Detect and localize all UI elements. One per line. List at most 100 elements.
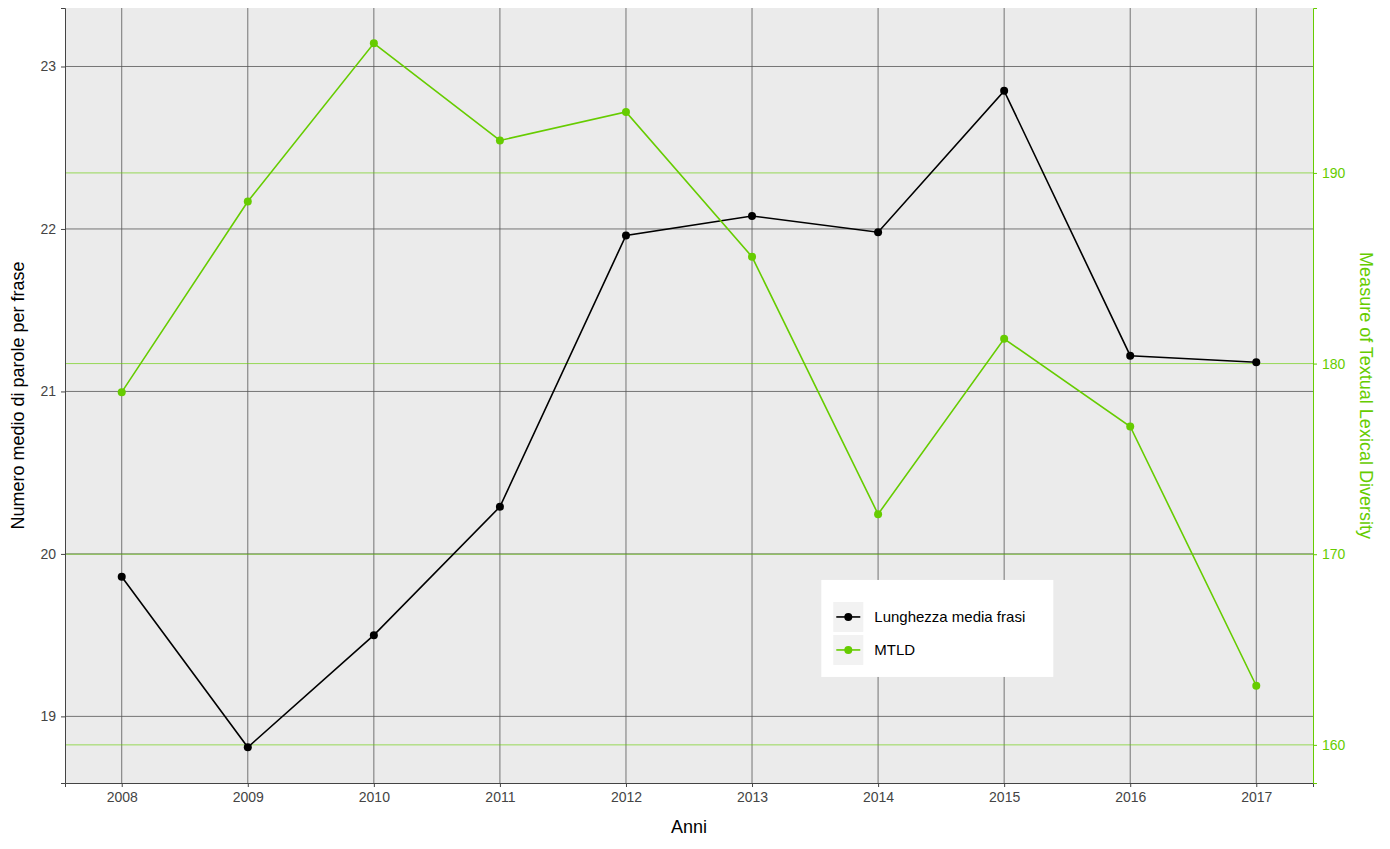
x-axis-tick-mark — [500, 783, 501, 787]
y-axis-tick-mark — [61, 554, 65, 555]
x-axis-tick-mark — [1004, 783, 1005, 787]
grid-line-y — [65, 391, 1313, 392]
y2-axis-title: Measure of Textual Lexical Diversity — [1356, 252, 1376, 539]
series-point — [118, 388, 126, 396]
x-axis-tick-mark — [752, 783, 753, 787]
series-point — [1252, 682, 1260, 690]
series-point — [244, 198, 252, 206]
y2-axis-tick-mark — [1313, 745, 1317, 746]
x-axis-tick-label: 2009 — [233, 789, 264, 805]
y-axis-line — [61, 9, 66, 784]
x-axis-tick: 2011 — [485, 783, 515, 805]
x-axis-tick-mark — [374, 783, 375, 787]
y-axis-tick-label: 19 — [40, 708, 56, 724]
x-axis-tick-label: 2010 — [359, 789, 390, 805]
grid-line-y — [65, 228, 1313, 229]
x-axis-tick: 2013 — [737, 783, 768, 805]
plot: 2008200920102011201220132014201520162017… — [40, 8, 1345, 805]
x-axis-tick: 2015 — [989, 783, 1020, 805]
y-axis-tick-label: 22 — [40, 221, 56, 237]
x-axis-tick: 2008 — [107, 783, 138, 805]
y-axis-tick: 23 — [40, 58, 65, 74]
chart: 2008200920102011201220132014201520162017… — [0, 0, 1390, 849]
grid-line-x — [373, 8, 374, 783]
y2-axis-tick: 190 — [1313, 165, 1346, 181]
x-axis-tick: 2014 — [863, 783, 894, 805]
series-line — [122, 43, 1257, 685]
y-axis-tick-mark — [61, 391, 65, 392]
y-axis-tick: 21 — [40, 383, 65, 399]
legend-key-marker — [844, 613, 852, 621]
plot-background — [65, 8, 1313, 783]
grid-line-y2 — [65, 363, 1313, 364]
legend-key-bg — [833, 602, 863, 632]
y-axis-tick-mark — [61, 229, 65, 230]
series-point — [748, 212, 756, 220]
grid-line-y2 — [65, 172, 1313, 173]
x-axis-tick-mark — [122, 783, 123, 787]
y2-axis-tick-mark — [1313, 173, 1317, 174]
x-axis-tick-label: 2012 — [611, 789, 642, 805]
y2-axis-tick-label: 190 — [1322, 165, 1346, 181]
grid-line-x — [625, 8, 626, 783]
x-axis-tick: 2016 — [1115, 783, 1146, 805]
x-axis-tick-mark — [878, 783, 879, 787]
x-axis-tick-label: 2011 — [485, 789, 515, 805]
x-axis-tick-mark — [626, 783, 627, 787]
x-axis-tick-mark — [248, 783, 249, 787]
y-axis-tick: 20 — [40, 546, 65, 562]
legend-label: Lunghezza media frasi — [874, 608, 1025, 625]
x-axis-tick: 2010 — [359, 783, 390, 805]
series-point — [1252, 358, 1260, 366]
y2-axis-tick-mark — [1313, 364, 1317, 365]
series-point — [874, 228, 882, 236]
grid-line-x — [752, 8, 753, 783]
series-point — [370, 631, 378, 639]
series-point — [496, 503, 504, 511]
grid-line-x — [499, 8, 500, 783]
y-axis-tick: 19 — [40, 708, 65, 724]
y-axis-tick-label: 20 — [40, 546, 56, 562]
grid-line-y — [65, 716, 1313, 717]
grid-line-y — [65, 553, 1313, 554]
data — [118, 39, 1261, 751]
y2-axis-tick-label: 170 — [1322, 546, 1346, 562]
y-axis: 19 20 21 22 23 — [40, 9, 65, 784]
legend-entry: Lunghezza media frasi — [833, 602, 1025, 632]
series-point — [874, 510, 882, 518]
y2-axis-tick-mark — [1313, 554, 1317, 555]
series-point — [118, 573, 126, 581]
y2-axis-line — [1314, 9, 1318, 784]
series-point — [1126, 352, 1134, 360]
x-axis-tick-label: 2017 — [1241, 789, 1272, 805]
y-axis-title: Numero medio di parole per frase — [8, 261, 28, 529]
y-axis-tick: 22 — [40, 221, 65, 237]
x-axis-tick: 2012 — [611, 783, 642, 805]
x-axis-tick-label: 2016 — [1115, 789, 1146, 805]
legend-entry: MTLD — [833, 635, 915, 665]
x-axis: 2008 2009 2010 2011 2012 2013 2014 2015 2016 2017 — [66, 783, 1314, 805]
x-axis-tick: 2009 — [233, 783, 264, 805]
y-axis-tick-mark — [61, 66, 65, 67]
series-point — [496, 137, 504, 145]
y2-axis-tick: 160 — [1313, 737, 1346, 753]
grid-line-y2 — [65, 744, 1313, 745]
x-axis-tick-mark — [1256, 783, 1257, 787]
series-line — [122, 91, 1257, 747]
x-axis-tick-label: 2015 — [989, 789, 1020, 805]
y2-axis-tick: 170 — [1313, 546, 1346, 562]
grid-line-x — [1256, 8, 1257, 783]
series-point — [748, 253, 756, 261]
y2-axis: 160170180190 — [1313, 9, 1346, 784]
legend-key-marker — [844, 646, 852, 654]
y-axis-tick-label: 23 — [40, 58, 56, 74]
x-axis-line — [66, 784, 1314, 788]
legend: Lunghezza media frasi MTLD — [821, 580, 1053, 677]
series-point — [1126, 422, 1134, 430]
y-axis-tick-label: 21 — [40, 383, 56, 399]
series-point — [244, 743, 252, 751]
y-axis-tick-mark — [61, 716, 65, 717]
grid-line-y2 — [65, 554, 1313, 555]
series-point — [1000, 335, 1008, 343]
series-point — [622, 108, 630, 116]
